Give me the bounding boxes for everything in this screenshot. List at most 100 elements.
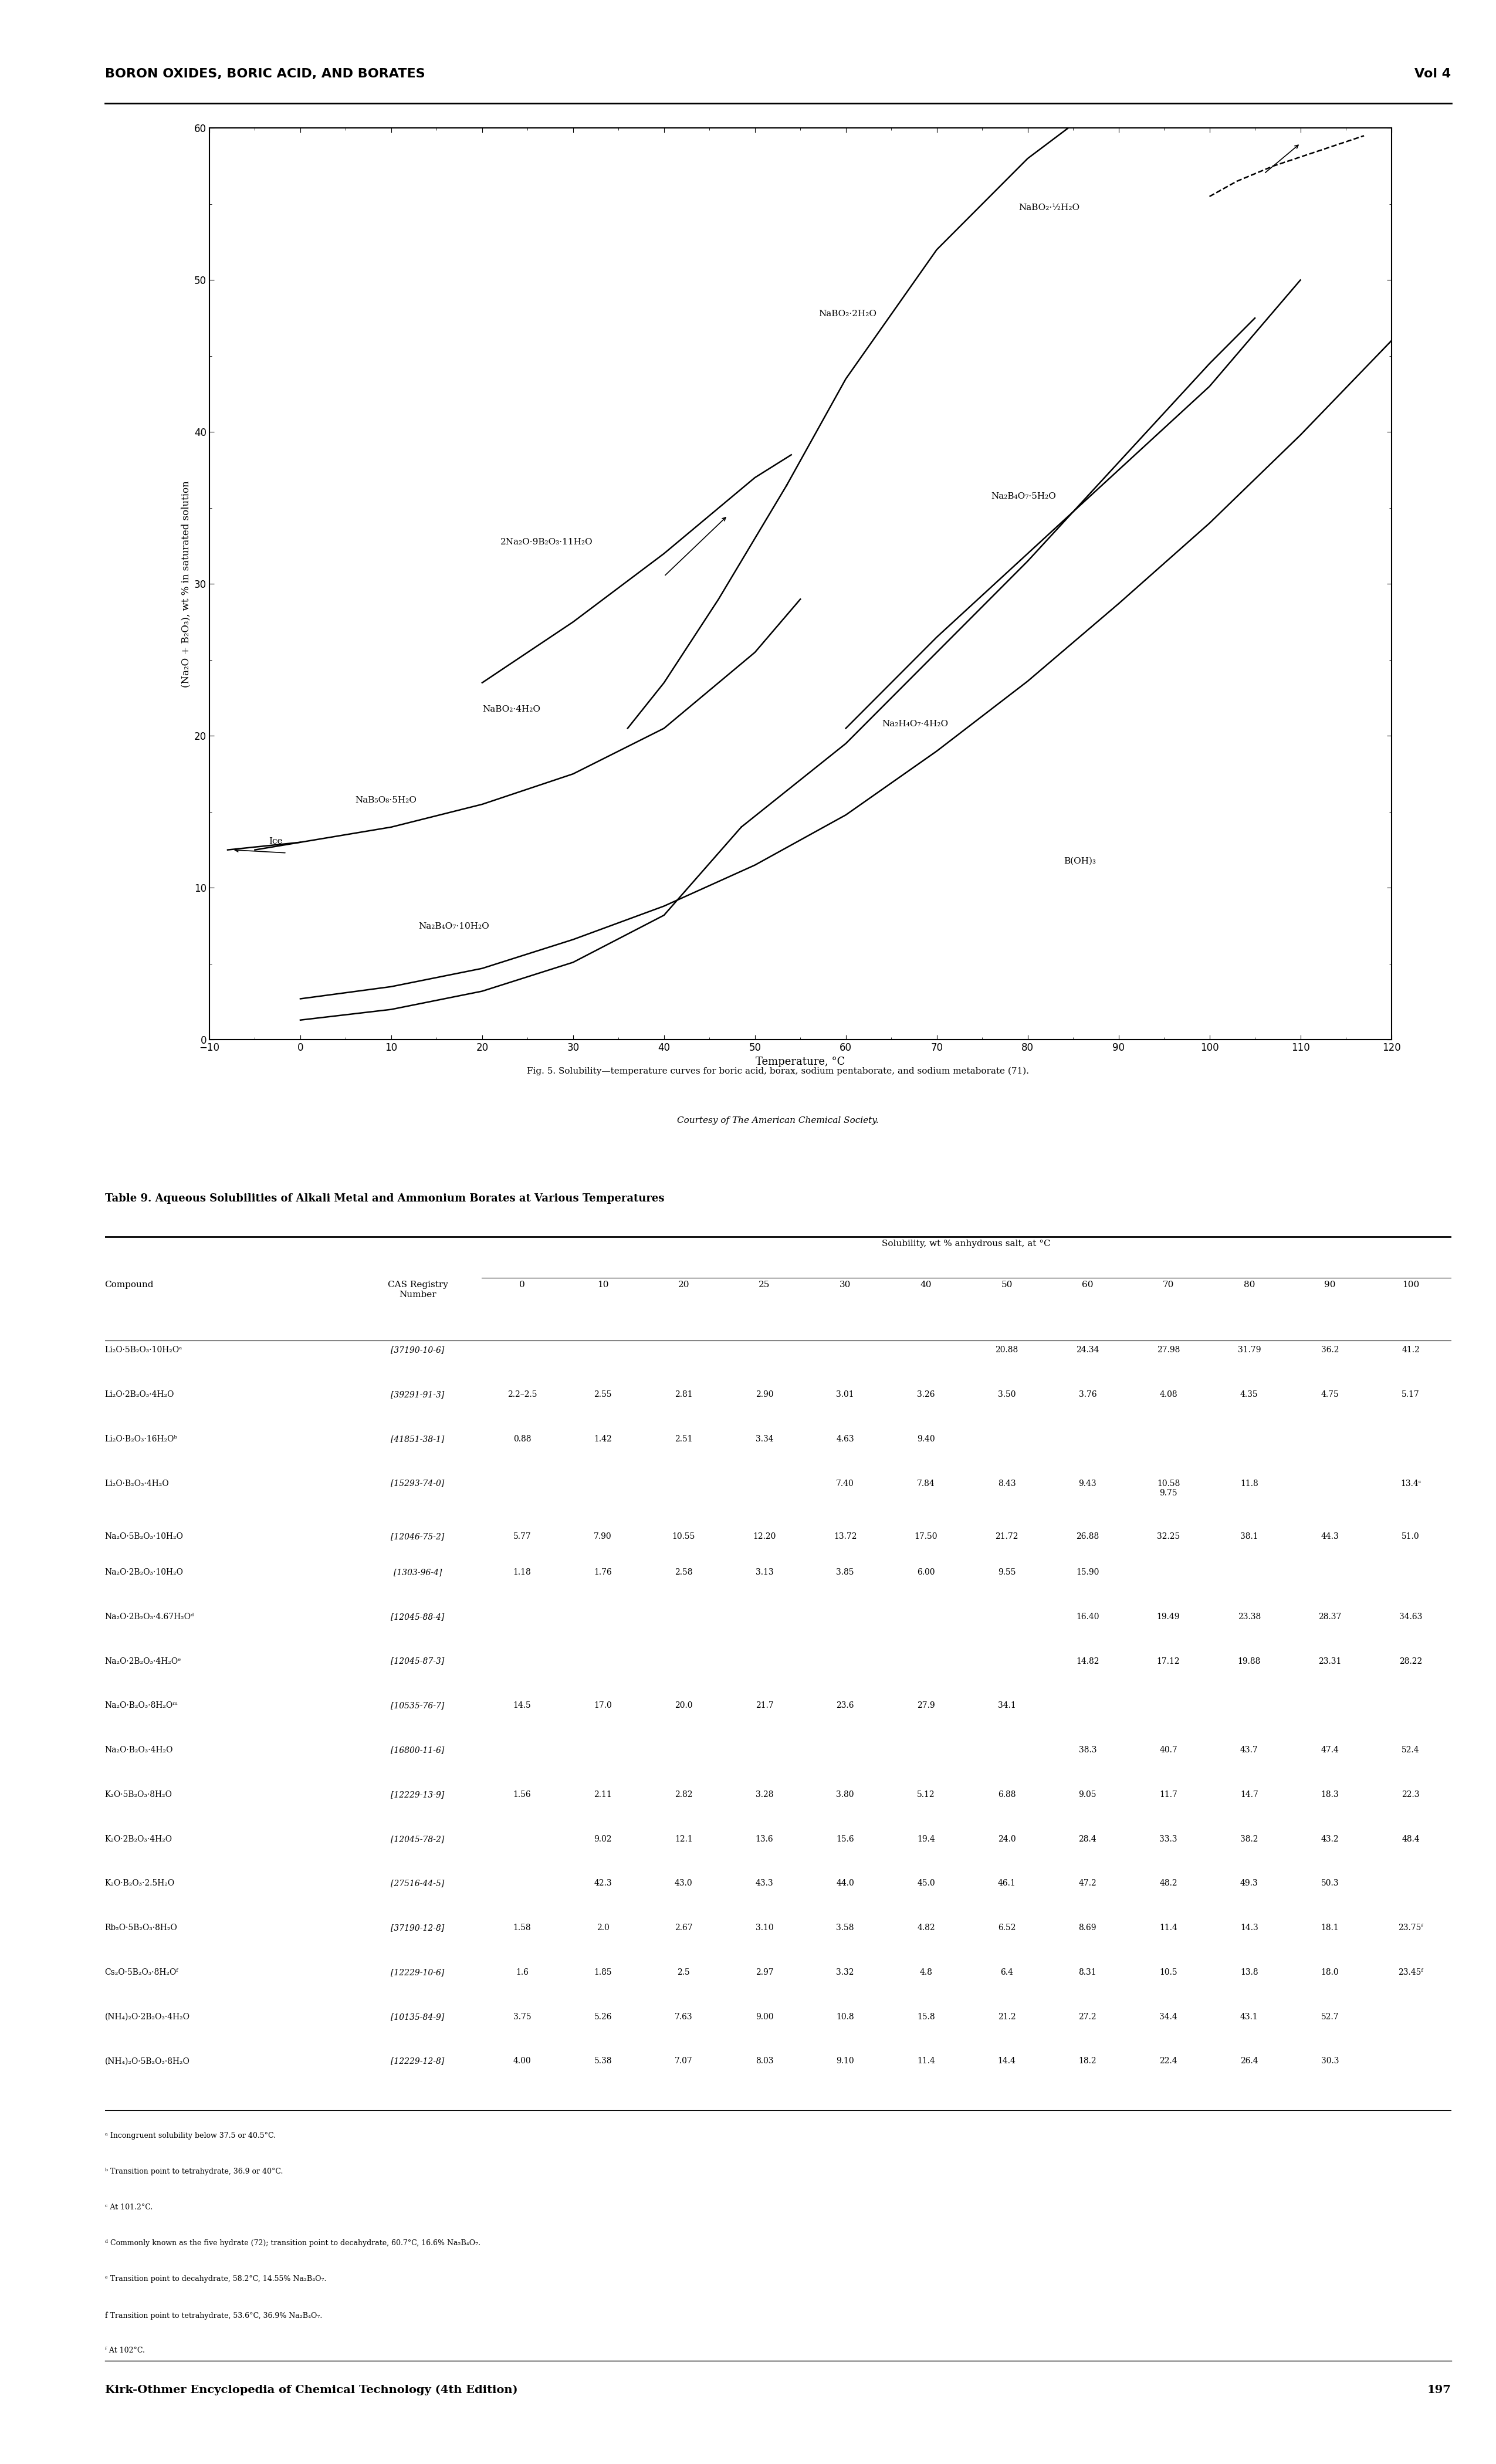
Text: 2.5: 2.5 (678, 1969, 690, 1976)
Text: [12229-13-9]: [12229-13-9] (390, 1791, 444, 1799)
Text: 10: 10 (597, 1281, 609, 1289)
Text: ᶠ At 102°C.: ᶠ At 102°C. (105, 2346, 145, 2353)
Text: 27.98: 27.98 (1156, 1345, 1180, 1355)
Text: 40: 40 (920, 1281, 932, 1289)
Text: Li₂O·B₂O₃·16H₂Oᵇ: Li₂O·B₂O₃·16H₂Oᵇ (105, 1434, 178, 1444)
Text: 28.22: 28.22 (1399, 1658, 1423, 1666)
Text: 32.25: 32.25 (1156, 1533, 1180, 1540)
Text: ᵈ Commonly known as the five hydrate (72); transition point to decahydrate, 60.7: ᵈ Commonly known as the five hydrate (72… (105, 2240, 480, 2247)
Text: 50.3: 50.3 (1321, 1880, 1339, 1887)
Text: 24.34: 24.34 (1076, 1345, 1100, 1355)
Text: 24.0: 24.0 (998, 1836, 1016, 1843)
Text: 23.38: 23.38 (1237, 1611, 1261, 1621)
Text: 3.28: 3.28 (755, 1791, 773, 1799)
Text: NaB₅O₈·5H₂O: NaB₅O₈·5H₂O (355, 796, 416, 803)
Text: 11.8: 11.8 (1240, 1478, 1258, 1488)
Text: 5.17: 5.17 (1402, 1390, 1420, 1400)
Text: 43.2: 43.2 (1321, 1836, 1339, 1843)
Text: 34.1: 34.1 (998, 1703, 1016, 1710)
Text: 1.58: 1.58 (513, 1924, 531, 1932)
Text: 21.2: 21.2 (998, 2013, 1016, 2020)
Text: 3.58: 3.58 (836, 1924, 854, 1932)
Text: 17.50: 17.50 (914, 1533, 938, 1540)
Text: Na₂O·5B₂O₃·10H₂O: Na₂O·5B₂O₃·10H₂O (105, 1533, 183, 1540)
Text: ᵃ Incongruent solubility below 37.5 or 40.5°C.: ᵃ Incongruent solubility below 37.5 or 4… (105, 2131, 275, 2139)
Text: Li₂O·5B₂O₃·10H₂Oᵃ: Li₂O·5B₂O₃·10H₂Oᵃ (105, 1345, 183, 1355)
Text: 12.20: 12.20 (752, 1533, 776, 1540)
Text: [12229-12-8]: [12229-12-8] (390, 2057, 444, 2065)
Text: 14.5: 14.5 (513, 1703, 531, 1710)
Text: 27.2: 27.2 (1079, 2013, 1097, 2020)
Text: Compound: Compound (105, 1281, 154, 1289)
Text: [37190-12-8]: [37190-12-8] (390, 1924, 444, 1932)
Text: Li₂O·B₂O₃·4H₂O: Li₂O·B₂O₃·4H₂O (105, 1478, 169, 1488)
Text: 9.40: 9.40 (917, 1434, 935, 1444)
Text: [12045-88-4]: [12045-88-4] (390, 1611, 444, 1621)
Text: 52.4: 52.4 (1402, 1747, 1420, 1754)
Text: 28.37: 28.37 (1318, 1611, 1342, 1621)
Text: ᵉ Transition point to decahydrate, 58.2°C, 14.55% Na₂B₄O₇.: ᵉ Transition point to decahydrate, 58.2°… (105, 2274, 326, 2282)
Text: 80: 80 (1243, 1281, 1255, 1289)
Text: 1.18: 1.18 (513, 1567, 531, 1577)
Text: 44.0: 44.0 (836, 1880, 854, 1887)
Text: 1.76: 1.76 (594, 1567, 612, 1577)
Text: NaBO₂·½H₂O: NaBO₂·½H₂O (1019, 205, 1080, 212)
Text: 4.63: 4.63 (836, 1434, 854, 1444)
Text: 19.49: 19.49 (1156, 1611, 1180, 1621)
Text: 33.3: 33.3 (1159, 1836, 1177, 1843)
Text: Table 9. Aqueous Solubilities of Alkali Metal and Ammonium Borates at Various Te: Table 9. Aqueous Solubilities of Alkali … (105, 1193, 664, 1202)
Text: 1.42: 1.42 (594, 1434, 612, 1444)
Text: 27.9: 27.9 (917, 1703, 935, 1710)
Text: 23.6: 23.6 (836, 1703, 854, 1710)
Text: 1.85: 1.85 (594, 1969, 612, 1976)
Text: 2.51: 2.51 (675, 1434, 693, 1444)
Text: 46.1: 46.1 (998, 1880, 1016, 1887)
Text: 7.07: 7.07 (675, 2057, 693, 2065)
Text: Na₂O·2B₂O₃·4.67H₂Oᵈ: Na₂O·2B₂O₃·4.67H₂Oᵈ (105, 1611, 194, 1621)
Text: 31.79: 31.79 (1237, 1345, 1261, 1355)
Text: 12.1: 12.1 (675, 1836, 693, 1843)
Text: 1.6: 1.6 (516, 1969, 528, 1976)
Text: 5.77: 5.77 (513, 1533, 531, 1540)
Text: Na₂H₄O₇·4H₂O: Na₂H₄O₇·4H₂O (883, 719, 948, 729)
Text: 20.88: 20.88 (995, 1345, 1019, 1355)
Text: K₂O·B₂O₃·2.5H₂O: K₂O·B₂O₃·2.5H₂O (105, 1880, 175, 1887)
Text: (NH₄)₂O·2B₂O₃·4H₂O: (NH₄)₂O·2B₂O₃·4H₂O (105, 2013, 190, 2020)
Text: 36.2: 36.2 (1321, 1345, 1339, 1355)
Text: [27516-44-5]: [27516-44-5] (390, 1880, 444, 1887)
Text: 8.43: 8.43 (998, 1478, 1016, 1488)
Text: 23.75ᶠ: 23.75ᶠ (1399, 1924, 1423, 1932)
Text: Li₂O·2B₂O₃·4H₂O: Li₂O·2B₂O₃·4H₂O (105, 1390, 174, 1400)
Text: 34.4: 34.4 (1159, 2013, 1177, 2020)
Text: 17.0: 17.0 (594, 1703, 612, 1710)
Text: 20.0: 20.0 (675, 1703, 693, 1710)
Text: 9.02: 9.02 (594, 1836, 612, 1843)
Text: 22.3: 22.3 (1402, 1791, 1420, 1799)
Text: 2.55: 2.55 (594, 1390, 612, 1400)
Text: 23.45ᶠ: 23.45ᶠ (1399, 1969, 1423, 1976)
Text: Na₂O·2B₂O₃·10H₂O: Na₂O·2B₂O₃·10H₂O (105, 1567, 183, 1577)
Text: 8.31: 8.31 (1079, 1969, 1097, 1976)
Text: 21.7: 21.7 (755, 1703, 773, 1710)
Text: 6.52: 6.52 (998, 1924, 1016, 1932)
Text: K₂O·5B₂O₃·8H₂O: K₂O·5B₂O₃·8H₂O (105, 1791, 172, 1799)
Text: 43.7: 43.7 (1240, 1747, 1258, 1754)
Text: 197: 197 (1427, 2385, 1451, 2395)
Text: 20: 20 (678, 1281, 690, 1289)
Text: NaBO₂·2H₂O: NaBO₂·2H₂O (818, 310, 877, 318)
Text: [16800-11-6]: [16800-11-6] (390, 1747, 444, 1754)
Text: 18.1: 18.1 (1321, 1924, 1339, 1932)
Text: 43.1: 43.1 (1240, 2013, 1258, 2020)
Text: 47.4: 47.4 (1321, 1747, 1339, 1754)
Text: CAS Registry
Number: CAS Registry Number (387, 1281, 447, 1299)
Text: 17.12: 17.12 (1156, 1658, 1180, 1666)
Text: 2.58: 2.58 (675, 1567, 693, 1577)
Text: Vol 4: Vol 4 (1415, 69, 1451, 79)
Text: 5.26: 5.26 (594, 2013, 612, 2020)
Text: 23.31: 23.31 (1318, 1658, 1342, 1666)
Text: 3.32: 3.32 (836, 1969, 854, 1976)
Text: 11.4: 11.4 (917, 2057, 935, 2065)
Text: Fig. 5. Solubility—temperature curves for boric acid, borax, sodium pentaborate,: Fig. 5. Solubility—temperature curves fo… (527, 1067, 1029, 1074)
Y-axis label: (Na₂O + B₂O₃), wt % in saturated solution: (Na₂O + B₂O₃), wt % in saturated solutio… (181, 480, 191, 687)
Text: 15.8: 15.8 (917, 2013, 935, 2020)
